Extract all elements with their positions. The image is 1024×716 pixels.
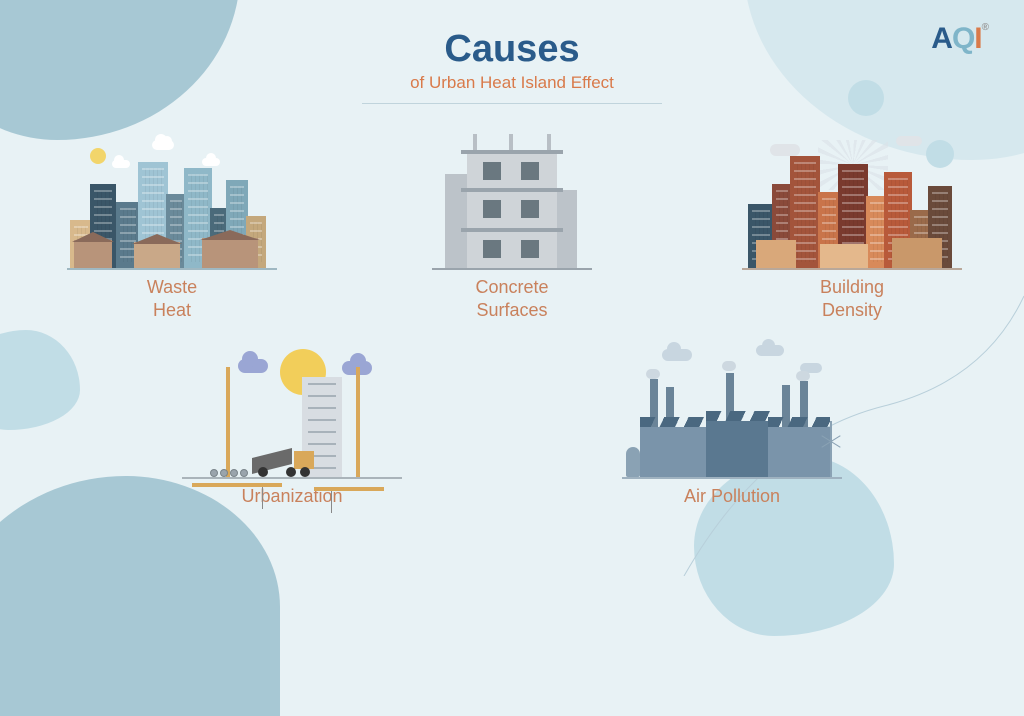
row-2: Urbanization Air Pollution [0, 339, 1024, 508]
item-urbanization: Urbanization [162, 339, 422, 508]
item-building-density: Building Density [722, 130, 982, 321]
air-pollution-icon [622, 339, 842, 479]
concrete-surfaces-icon [402, 130, 622, 270]
page-title: Causes [0, 28, 1024, 71]
urbanization-icon [182, 339, 402, 479]
caption-air-pollution: Air Pollution [684, 485, 780, 508]
item-air-pollution: Air Pollution [602, 339, 862, 508]
caption-waste-heat: Waste Heat [147, 276, 197, 321]
waste-heat-icon [62, 130, 282, 270]
caption-concrete-surfaces: Concrete Surfaces [475, 276, 548, 321]
row-1: Waste Heat Concrete Surfaces [0, 130, 1024, 321]
header-rule [362, 103, 662, 104]
item-waste-heat: Waste Heat [42, 130, 302, 321]
page-subtitle: of Urban Heat Island Effect [0, 73, 1024, 93]
header: Causes of Urban Heat Island Effect [0, 28, 1024, 104]
caption-building-density: Building Density [820, 276, 884, 321]
item-concrete-surfaces: Concrete Surfaces [382, 130, 642, 321]
building-density-icon [742, 130, 962, 270]
causes-grid: Waste Heat Concrete Surfaces [0, 130, 1024, 576]
